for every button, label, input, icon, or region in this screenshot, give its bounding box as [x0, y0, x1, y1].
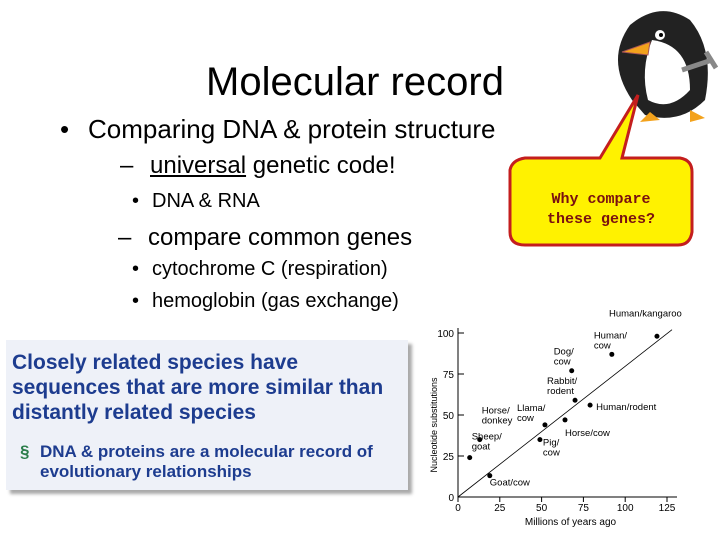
label-line: Llama/ [517, 403, 546, 414]
penguin [617, 11, 719, 122]
y-tick-label: 0 [448, 493, 454, 504]
x-tick-label: 25 [494, 503, 506, 514]
point-label: Human/rodent [596, 402, 657, 413]
data-point [537, 437, 543, 443]
x-tick-label: 125 [659, 503, 676, 514]
point-label: Dog/cow [554, 347, 574, 368]
data-point [609, 351, 615, 357]
point-label: Goat/cow [490, 478, 530, 489]
data-point [572, 397, 578, 403]
bullet-text: DNA & RNA [152, 190, 260, 212]
bullet-marker: • [132, 190, 140, 212]
bullet-text: universal [150, 152, 247, 179]
y-tick-label: 50 [443, 411, 455, 422]
y-axis-label: Nucleotide substitutions [429, 377, 439, 473]
data-point [542, 422, 548, 428]
label-line: cow [543, 448, 560, 459]
y-tick-label: 75 [443, 370, 455, 381]
point-label: Human/cow [594, 330, 628, 351]
box-heading: Closely related species have sequences t… [12, 351, 384, 424]
callout-text: Why compare [551, 191, 650, 208]
data-point [569, 368, 575, 374]
bullet-text: hemoglobin (gas exchange) [152, 290, 399, 312]
callout-bubble [508, 94, 694, 247]
box-point-text: DNA & proteins are a molecular record of… [40, 442, 373, 481]
data-point [587, 402, 593, 408]
x-tick-label: 50 [536, 503, 548, 514]
point-label: Pig/cow [543, 438, 560, 459]
box-marker: § [20, 442, 30, 461]
data-point [562, 417, 568, 423]
bullet-marker: – [118, 224, 132, 251]
point-label: Horse/cow [565, 428, 610, 439]
label-line: Dog/ [554, 347, 574, 358]
bullet-text: Comparing DNA & protein structure [88, 114, 496, 144]
bullet-marker: • [132, 290, 140, 312]
point-label: Sheep/goat [472, 432, 502, 453]
bullet-text: compare common genes [148, 224, 413, 251]
label-line: cow [517, 413, 534, 424]
label-line: rodent [547, 386, 574, 397]
x-axis-label: Millions of years ago [525, 517, 617, 528]
data-point [487, 473, 493, 479]
data-point [654, 333, 660, 339]
label-line: cow [594, 340, 611, 351]
label-line: Horse/ [482, 406, 510, 417]
y-tick-label: 100 [437, 329, 454, 340]
label-line: cow [554, 357, 571, 368]
y-tick-label: 25 [443, 452, 455, 463]
summary-box: Closely related species have sequences t… [6, 340, 408, 490]
bullet-marker: – [120, 152, 134, 179]
label-line: Sheep/ [472, 432, 502, 443]
bullet-line: • cytochrome C (respiration) [132, 258, 388, 281]
bullet-line: • hemoglobin (gas exchange) [132, 290, 399, 313]
data-point [477, 437, 483, 443]
bullet-text: cytochrome C (respiration) [152, 258, 388, 280]
label-line: Human/ [594, 330, 628, 341]
x-tick-label: 100 [617, 503, 634, 514]
box-point: § DNA & proteins are a molecular record o… [20, 442, 420, 482]
label-line: goat [472, 442, 491, 453]
bullet-line: – universal genetic code! [120, 152, 395, 180]
bullet-line: • DNA & RNA [132, 190, 260, 213]
label-line: Rabbit/ [547, 376, 577, 387]
bullet-marker: • [132, 258, 140, 280]
trend-line [457, 329, 673, 498]
bullet-line: – compare common genes [118, 224, 412, 252]
bullet-marker: • [60, 114, 70, 144]
slide-title: Molecular record [206, 60, 504, 104]
bullet-text: genetic code! [246, 152, 396, 179]
bullet-line: • Comparing DNA & protein structure [60, 114, 496, 145]
label-line: donkey [482, 416, 513, 427]
x-tick-label: 75 [578, 503, 590, 514]
callout-text: these genes? [547, 211, 655, 228]
chart: 0 25 50 75 100 0 25 50 75 100 125 Millions of years… [429, 308, 682, 528]
point-label: Llama/cow [517, 403, 546, 424]
point-label: Human/kangaroo [609, 308, 682, 319]
point-label: Rabbit/rodent [547, 376, 577, 397]
label-line: Pig/ [543, 438, 560, 449]
point-label: Horse/donkey [482, 406, 513, 427]
data-point [467, 455, 473, 461]
x-tick-label: 0 [455, 503, 461, 514]
